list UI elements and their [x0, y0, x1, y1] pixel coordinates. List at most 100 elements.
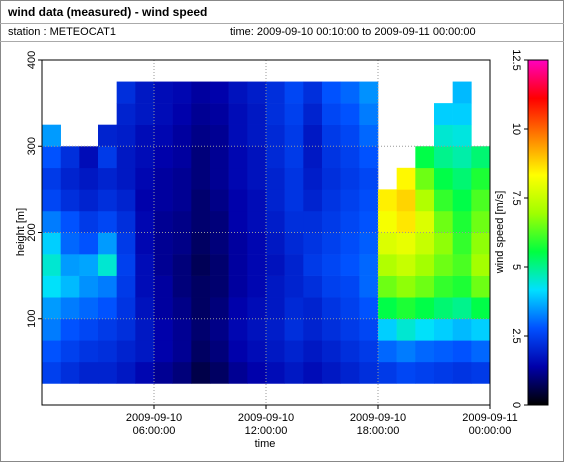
heat-cell [452, 361, 472, 384]
heat-cell [359, 81, 379, 104]
heat-cell [284, 146, 304, 169]
heat-cell [228, 318, 248, 341]
heat-cell [154, 124, 173, 147]
heat-cell [396, 232, 416, 255]
heat-cell [79, 340, 99, 363]
heat-cell [42, 254, 61, 276]
colorbar-tick-label: 10 [510, 123, 522, 135]
heat-cell [359, 340, 379, 363]
heat-cell [340, 103, 360, 125]
heat-cell [322, 167, 341, 190]
chart-title: wind data (measured) - wind speed [7, 5, 207, 19]
heat-cell [340, 124, 360, 147]
heat-cell [228, 340, 248, 363]
heat-cell [284, 167, 304, 190]
heat-cell [359, 361, 379, 384]
heat-cell [434, 167, 453, 190]
heat-cell [191, 254, 211, 276]
heat-cell [154, 167, 173, 190]
heat-cell [210, 124, 229, 147]
y-tick-label: 400 [26, 51, 38, 69]
heat-cell [42, 124, 61, 147]
heat-cell [266, 146, 285, 169]
heat-cell [266, 167, 285, 190]
heat-cell [266, 340, 285, 363]
heat-cell [415, 275, 435, 298]
heat-cell [116, 103, 136, 125]
heat-cell [154, 210, 173, 233]
heat-cell [172, 103, 192, 125]
heat-cell [434, 146, 453, 169]
heat-cell [98, 275, 117, 298]
heat-cell [303, 146, 323, 169]
heat-cell [452, 124, 472, 147]
heat-cell [396, 361, 416, 384]
heat-cell [116, 210, 136, 233]
heat-cell [340, 297, 360, 320]
heat-cell [135, 189, 155, 212]
heat-cell [60, 340, 80, 363]
heat-cell [303, 103, 323, 125]
heat-cell [471, 275, 491, 298]
heat-cell [434, 297, 453, 320]
heat-cell [359, 189, 379, 212]
heat-cell [415, 189, 435, 212]
time-range: time: 2009-09-10 00:10:00 to 2009-09-11 … [230, 26, 476, 38]
heat-cell [228, 361, 248, 384]
heat-cell [116, 146, 136, 169]
heat-cell [228, 103, 248, 125]
x-axis-label: time [255, 438, 276, 450]
heat-cell [266, 297, 285, 320]
heat-cell [452, 103, 472, 125]
heat-cell [340, 318, 360, 341]
heat-cell [340, 340, 360, 363]
heat-cell [396, 167, 416, 190]
heat-cell [79, 297, 99, 320]
heat-cell [452, 146, 472, 169]
heat-cell [98, 254, 117, 276]
heat-cell [116, 254, 136, 276]
heat-cell [154, 232, 173, 255]
heat-cell [191, 318, 211, 341]
heat-cell [284, 340, 304, 363]
heat-cell [434, 254, 453, 276]
heat-cell [172, 340, 192, 363]
heat-cell [247, 275, 267, 298]
heat-cell [415, 297, 435, 320]
heat-cell [247, 297, 267, 320]
heat-cell [266, 81, 285, 104]
heat-cell [210, 210, 229, 233]
heat-cell [98, 210, 117, 233]
colorbar-tick-label: 12.5 [510, 49, 522, 70]
heat-cell [98, 167, 117, 190]
heat-cell [210, 297, 229, 320]
heat-cell [135, 254, 155, 276]
heat-cell [154, 318, 173, 341]
heat-cell [135, 124, 155, 147]
heat-cell [266, 361, 285, 384]
heat-cell [303, 297, 323, 320]
colorbar-tick-label: 7.5 [510, 190, 522, 205]
heat-cell [172, 81, 192, 104]
heat-cell [228, 275, 248, 298]
heat-cell [42, 275, 61, 298]
heat-cell [303, 318, 323, 341]
heat-cell [135, 103, 155, 125]
heat-cell [247, 103, 267, 125]
heat-cell [303, 210, 323, 233]
heat-cell [172, 146, 192, 169]
heat-cell [191, 167, 211, 190]
heat-cell [116, 189, 136, 212]
heat-cell [378, 232, 397, 255]
heat-cell [116, 81, 136, 104]
heat-cell [42, 297, 61, 320]
heat-cell [359, 103, 379, 125]
heat-cell [116, 124, 136, 147]
heat-cell [154, 254, 173, 276]
heat-cell [98, 146, 117, 169]
heat-cell [303, 340, 323, 363]
heat-cell [471, 254, 491, 276]
heat-cell [154, 189, 173, 212]
x-tick-label: 2009-09-10 12:00:00 [237, 412, 295, 437]
heat-cell [79, 146, 99, 169]
